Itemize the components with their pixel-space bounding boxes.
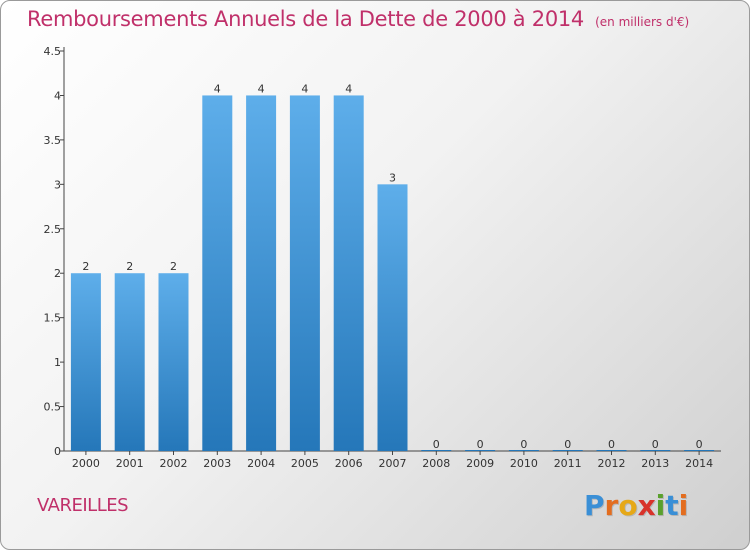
x-tick-label: 2010	[510, 457, 538, 470]
data-label: 0	[520, 438, 527, 451]
data-label: 2	[126, 260, 133, 273]
y-tick-label: 2	[54, 267, 61, 280]
chart-title: Remboursements Annuels de la Dette de 20…	[27, 7, 584, 31]
data-label: 0	[477, 438, 484, 451]
logo-letter: x	[637, 489, 656, 522]
y-tick-label: 0	[54, 445, 61, 458]
chart-title-block: Remboursements Annuels de la Dette de 20…	[27, 7, 689, 31]
logo-letter: o	[618, 489, 638, 522]
x-tick-label: 2007	[379, 457, 407, 470]
x-tick-label: 2011	[554, 457, 582, 470]
y-tick-label: 4.5	[44, 45, 62, 58]
data-label: 0	[652, 438, 659, 451]
data-label: 4	[345, 82, 352, 95]
data-label: 0	[696, 438, 703, 451]
x-tick-label: 2014	[685, 457, 713, 470]
proxiti-logo: Proxiti	[584, 489, 688, 522]
data-label: 3	[389, 171, 396, 184]
y-tick-label: 4	[54, 89, 61, 102]
x-tick-label: 2009	[466, 457, 494, 470]
bar	[552, 450, 583, 451]
data-label: 4	[301, 82, 308, 95]
x-tick-label: 2002	[160, 457, 188, 470]
y-tick-label: 2.5	[44, 223, 62, 236]
bar	[114, 273, 145, 451]
data-label: 0	[608, 438, 615, 451]
chart-subtitle: (en milliers d'€)	[595, 15, 690, 29]
x-tick-label: 2012	[598, 457, 626, 470]
data-label: 0	[564, 438, 571, 451]
bar	[377, 184, 408, 452]
logo-letter: i	[678, 489, 689, 522]
bar	[333, 95, 364, 451]
bar	[465, 450, 496, 451]
logo-letter: P	[584, 489, 605, 522]
bar	[596, 450, 627, 451]
logo-letter: i	[655, 489, 666, 522]
bar	[202, 95, 233, 451]
x-tick-label: 2005	[291, 457, 319, 470]
x-tick-label: 2013	[641, 457, 669, 470]
data-label: 2	[82, 260, 89, 273]
y-tick-label: 3.5	[44, 134, 62, 147]
y-tick-label: 3	[54, 178, 61, 191]
x-tick-label: 2003	[203, 457, 231, 470]
x-tick-label: 2001	[116, 457, 144, 470]
data-label: 4	[258, 82, 265, 95]
bar	[508, 450, 539, 451]
data-label: 4	[214, 82, 221, 95]
x-tick-label: 2008	[422, 457, 450, 470]
data-label: 0	[433, 438, 440, 451]
logo-letter: r	[604, 489, 619, 522]
y-tick-label: 1.5	[44, 312, 62, 325]
bar	[640, 450, 671, 451]
x-tick-label: 2000	[72, 457, 100, 470]
bar	[70, 273, 101, 451]
data-label: 2	[170, 260, 177, 273]
bar	[289, 95, 320, 451]
y-tick-label: 0.5	[44, 401, 62, 414]
bar	[421, 450, 452, 451]
bar	[158, 273, 189, 451]
commune-name: VAREILLES	[37, 495, 129, 516]
x-tick-label: 2006	[335, 457, 363, 470]
x-tick-label: 2004	[247, 457, 275, 470]
bar	[246, 95, 277, 451]
y-tick-label: 1	[54, 356, 61, 369]
bar	[684, 450, 715, 451]
logo-letter: t	[665, 489, 679, 522]
